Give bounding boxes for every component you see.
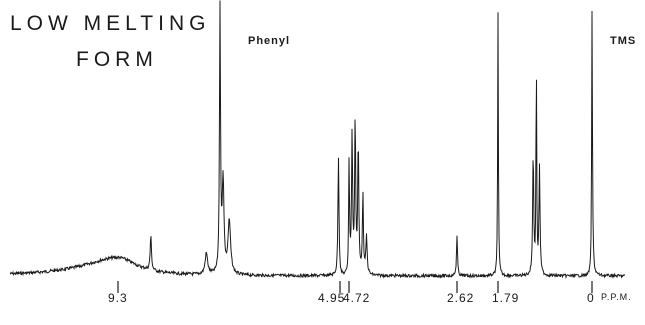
tick-label-9-3: 9.3	[108, 291, 128, 305]
chart-title-line1: LOW MELTING	[10, 12, 210, 35]
chart-title-line2: FORM	[76, 48, 158, 71]
spectrum-trace	[9, 0, 626, 280]
tick-label-4-72: 4.72	[343, 291, 370, 305]
tick-label-2-62: 2.62	[447, 291, 474, 305]
tick-label-1-79: 1.79	[492, 291, 519, 305]
x-axis-unit-label: P.P.M.	[601, 292, 632, 302]
tick-label-4-95: 4.95	[318, 291, 345, 305]
annotation-tms: TMS	[610, 35, 636, 47]
tick-label-0: 0	[587, 291, 595, 305]
annotation-phenyl: Phenyl	[248, 35, 290, 47]
